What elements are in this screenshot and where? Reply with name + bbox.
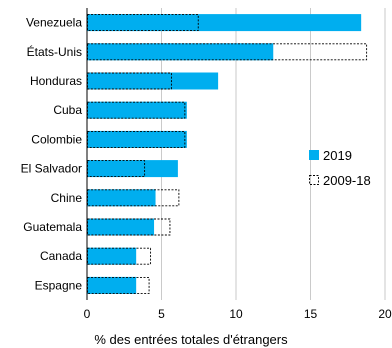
category-label: Canada [40,249,82,263]
category-label: El Salvador [21,162,82,176]
x-tick-label: 5 [158,307,165,321]
category-label: Cuba [53,103,82,117]
category-label: Guatemala [23,220,82,234]
x-axis-label: % des entrées totales d'étrangers [94,332,288,347]
x-tick-label: 15 [304,307,318,321]
bar-2009-18-outline [87,247,152,265]
bar-2019 [87,72,219,90]
legend: 2019 2009-18 [309,148,371,188]
category-label: Espagne [35,278,83,292]
x-tick-label: 0 [84,307,91,321]
category-label: Honduras [30,74,82,88]
bar-2019 [87,43,274,61]
bar-2019 [87,101,187,119]
bar-2019 [87,14,362,32]
legend-label-2019: 2019 [323,148,352,163]
category-label: Chine [51,191,83,205]
bar-2019 [87,189,156,207]
bar-2019 [87,247,137,265]
category-label: Venezuela [26,16,82,30]
bar-2019 [87,130,187,148]
x-tick-label: 10 [229,307,243,321]
legend-swatch-2009-18 [309,175,319,185]
legend-label-2009-18: 2009-18 [323,173,371,188]
bar-2019 [87,160,178,178]
legend-swatch-2019 [309,150,319,160]
bar-2019 [87,276,137,294]
category-label: États-Unis [27,44,82,59]
bars [87,14,362,294]
x-tick-label: 20 [378,307,392,321]
bar-2009-18-outline [87,72,172,90]
x-tick-labels: 0 5 10 15 20 [84,307,392,321]
bar-2019 [87,218,155,236]
category-label: Colombie [31,132,82,146]
category-labels: Venezuela États-Unis Honduras Cuba Colombie E… [21,16,83,293]
